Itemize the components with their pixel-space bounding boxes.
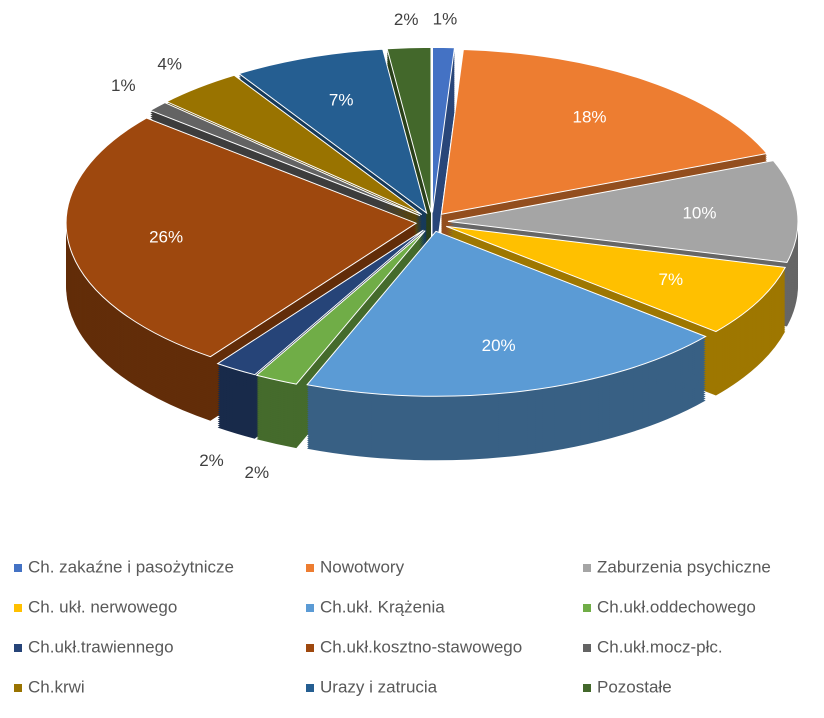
legend-label: Ch.ukł. Krążenia <box>320 597 445 616</box>
slice <box>149 102 421 217</box>
legend-swatch <box>14 564 22 572</box>
legend-label: Ch.ukł.trawiennego <box>28 637 174 656</box>
legend-label: Ch.ukł.oddechowego <box>597 597 756 616</box>
legend-label: Ch.ukł.kosztno-stawowego <box>320 637 522 656</box>
data-label: 2% <box>199 451 224 470</box>
legend-swatch <box>583 564 591 572</box>
slice <box>386 46 432 213</box>
slice <box>237 48 428 215</box>
legend-swatch <box>583 684 591 692</box>
slice-group <box>432 46 456 277</box>
data-label: 10% <box>682 203 716 222</box>
legend-swatch <box>306 684 314 692</box>
data-label: 18% <box>573 108 607 127</box>
data-label: 1% <box>111 76 136 95</box>
legend-swatch <box>306 604 314 612</box>
legend-label: Ch. ukł. nerwowego <box>28 597 177 616</box>
data-label: 7% <box>659 270 684 289</box>
data-label: 2% <box>394 10 419 29</box>
legend-label: Ch. zakaźne i pasożytnicze <box>28 557 234 576</box>
legend-label: Zaburzenia psychiczne <box>597 557 771 576</box>
slice <box>440 49 768 215</box>
slice <box>216 229 424 376</box>
legend-swatch <box>306 644 314 652</box>
legend-swatch <box>14 644 22 652</box>
legend-label: Urazy i zatrucia <box>320 677 438 696</box>
slice <box>255 230 426 385</box>
slice <box>65 117 418 358</box>
slice-group <box>306 230 707 461</box>
legend-swatch <box>14 604 22 612</box>
legend-label: Nowotwory <box>320 557 405 576</box>
slice <box>165 74 423 216</box>
data-label: 4% <box>157 54 182 73</box>
slice <box>446 225 787 333</box>
data-label: 2% <box>245 463 270 482</box>
slice <box>432 46 456 213</box>
legend-label: Ch.ukł.mocz-płc. <box>597 637 723 656</box>
data-label: 7% <box>329 91 354 110</box>
legend-swatch <box>306 564 314 572</box>
data-label: 20% <box>482 336 516 355</box>
legend-swatch <box>583 644 591 652</box>
slice <box>447 160 799 263</box>
slice-group <box>65 117 418 421</box>
data-label: 1% <box>433 10 458 29</box>
legend-swatch <box>14 684 22 692</box>
legend-swatch <box>583 604 591 612</box>
legend-label: Pozostałe <box>597 677 672 696</box>
slice <box>306 230 707 397</box>
legend-label: Ch.krwi <box>28 677 85 696</box>
data-label: 26% <box>149 228 183 247</box>
